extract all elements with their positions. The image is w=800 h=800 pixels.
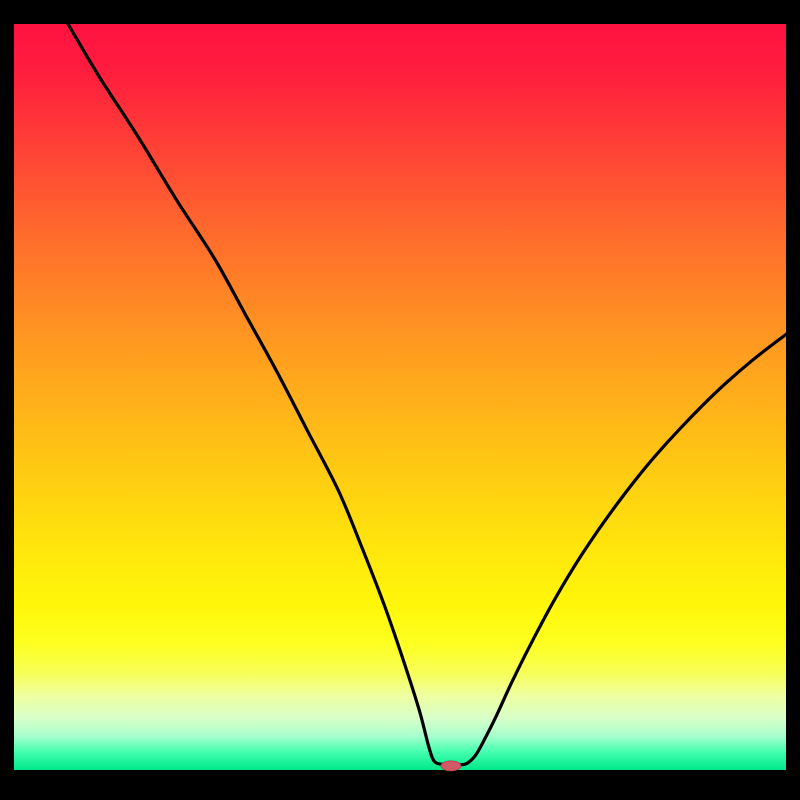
plot-background: [14, 24, 786, 770]
chart-container: TheBottleneck.com: [0, 0, 800, 800]
watermark-text: TheBottleneck.com: [606, 2, 794, 25]
bottleneck-chart: [0, 0, 800, 800]
optimum-marker: [441, 761, 461, 771]
